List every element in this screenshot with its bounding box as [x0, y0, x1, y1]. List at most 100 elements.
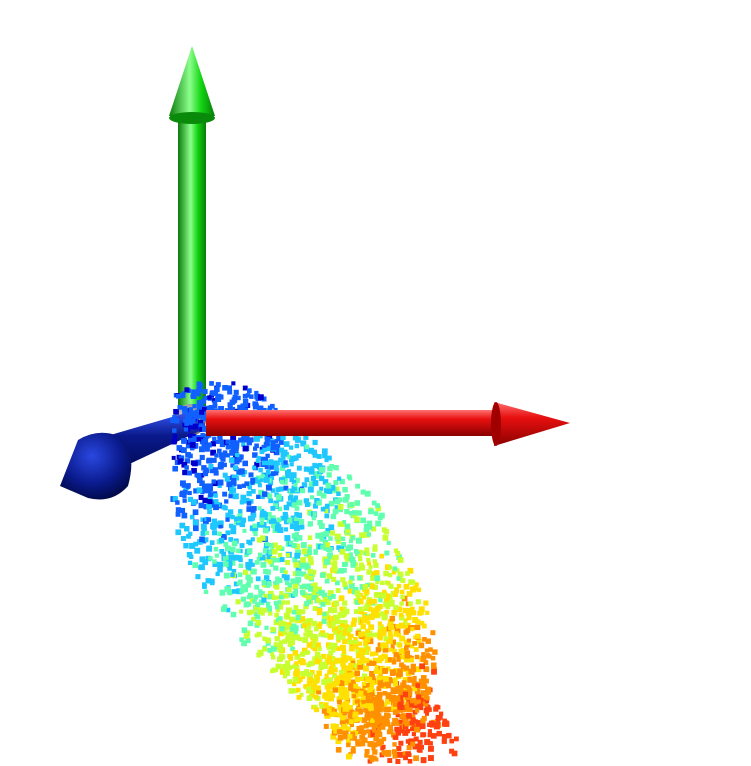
cloud-point: [278, 552, 283, 558]
cloud-point: [290, 500, 295, 505]
cloud-point: [281, 463, 287, 468]
cloud-point: [398, 740, 404, 746]
cloud-point: [309, 560, 314, 566]
cloud-point: [274, 636, 280, 642]
cloud-point: [275, 487, 281, 493]
cloud-point: [364, 636, 371, 643]
cloud-point: [377, 679, 384, 686]
cloud-point: [176, 445, 183, 451]
cloud-point: [186, 483, 191, 488]
cloud-point: [412, 585, 418, 591]
cloud-point: [392, 753, 398, 759]
cloud-point: [376, 731, 383, 738]
cloud-point: [384, 580, 389, 585]
cloud-point: [369, 670, 375, 677]
cloud-point: [382, 589, 387, 594]
cloud-point: [287, 582, 293, 588]
cloud-point: [265, 637, 271, 644]
cloud-point: [187, 470, 192, 476]
cloud-point: [315, 678, 320, 683]
cloud-point: [275, 608, 280, 613]
cloud-point: [255, 602, 261, 608]
cloud-point: [217, 437, 223, 443]
cloud-point: [283, 574, 290, 581]
cloud-point: [270, 444, 277, 451]
cloud-point: [316, 490, 323, 496]
cloud-point: [391, 749, 397, 755]
cloud-point: [347, 713, 353, 719]
cloud-point: [371, 726, 376, 731]
cloud-point: [397, 751, 404, 758]
cloud-point: [278, 630, 284, 637]
cloud-point: [372, 544, 378, 549]
cloud-point: [319, 572, 326, 578]
cloud-point: [346, 739, 351, 745]
cloud-point: [339, 677, 346, 684]
cloud-point: [340, 577, 346, 583]
cloud-point: [403, 755, 409, 761]
cloud-point: [402, 751, 407, 756]
cloud-point: [410, 663, 416, 669]
cloud-point: [397, 668, 403, 674]
cloud-point: [274, 612, 279, 618]
cloud-point: [256, 556, 262, 562]
cloud-point: [345, 665, 351, 672]
cloud-point: [383, 601, 389, 608]
cloud-point: [328, 650, 334, 656]
cloud-point: [306, 642, 313, 648]
cloud-point: [380, 593, 386, 599]
cloud-point: [271, 523, 276, 529]
cloud-point: [345, 698, 351, 703]
cloud-point: [317, 471, 322, 476]
cloud-point: [284, 636, 291, 642]
cloud-point: [407, 677, 413, 683]
cloud-point: [392, 681, 399, 687]
cloud-point: [182, 498, 187, 503]
cloud-point: [325, 528, 331, 534]
cloud-point: [206, 503, 212, 510]
cloud-point: [285, 553, 291, 558]
cloud-point: [230, 514, 235, 520]
cloud-point: [334, 617, 340, 623]
cloud-point: [402, 677, 408, 683]
cloud-point: [211, 518, 217, 524]
cloud-point: [416, 694, 422, 700]
cloud-point: [241, 627, 248, 633]
cloud-point: [405, 601, 411, 607]
cloud-point: [425, 610, 430, 615]
cloud-point: [454, 736, 459, 742]
cloud-point: [333, 728, 339, 734]
cloud-point: [412, 745, 417, 750]
cloud-point: [256, 479, 261, 484]
cloud-point: [252, 599, 257, 604]
cloud-point: [307, 535, 313, 540]
cloud-point: [327, 547, 333, 552]
cloud-point: [250, 480, 255, 485]
cloud-point: [196, 381, 202, 387]
cloud-point: [258, 489, 264, 496]
cloud-point: [375, 605, 381, 612]
cloud-point: [324, 488, 330, 494]
cloud-point: [414, 688, 421, 695]
cloud-point: [254, 443, 259, 449]
cloud-point: [223, 572, 230, 579]
cloud-point: [172, 496, 179, 502]
cloud-point: [370, 575, 376, 581]
cloud-point: [216, 397, 222, 402]
cloud-point: [288, 688, 295, 694]
cloud-point: [330, 647, 336, 653]
cloud-point: [441, 738, 447, 744]
cloud-point: [446, 732, 452, 739]
cloud-point: [360, 742, 365, 747]
cloud-point: [182, 489, 188, 495]
cloud-point: [273, 667, 279, 672]
cloud-point: [405, 628, 411, 633]
cloud-point: [196, 487, 203, 494]
cloud-point: [287, 641, 293, 647]
cloud-point: [384, 550, 390, 556]
cloud-point: [342, 711, 347, 716]
cloud-point: [177, 458, 184, 465]
cloud-point: [390, 590, 395, 596]
